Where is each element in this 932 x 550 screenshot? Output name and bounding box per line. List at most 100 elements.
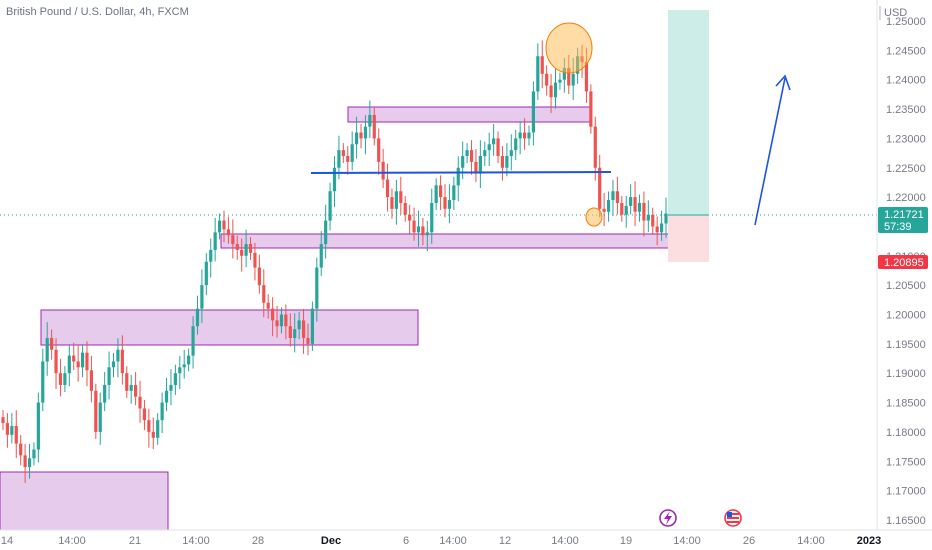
candle-body xyxy=(598,167,602,209)
candle-body xyxy=(452,185,456,201)
candle-body xyxy=(377,138,381,162)
forecast-arrow-head xyxy=(775,74,791,91)
candle-body xyxy=(120,349,124,374)
candle-body xyxy=(337,150,341,168)
candle-body xyxy=(10,426,14,435)
zone-box xyxy=(0,471,169,531)
candle-body xyxy=(469,150,474,162)
candle-body xyxy=(151,431,155,438)
candle-body xyxy=(359,132,363,139)
zone-box xyxy=(347,106,592,123)
candle-body xyxy=(257,267,261,286)
candle-body xyxy=(549,85,553,98)
supply-demand-zones xyxy=(0,106,671,531)
price-axis[interactable]: 1.25000 1.24500 1.24000 1.23500 1.23000 1.225… xyxy=(886,16,926,527)
price-tick-label: 1.25000 xyxy=(886,16,926,28)
candle-body xyxy=(244,244,248,256)
candle-body xyxy=(164,390,169,403)
candle-body xyxy=(408,214,412,221)
candle-body xyxy=(279,314,284,327)
price-tick-label: 1.17500 xyxy=(886,456,926,468)
candle-body xyxy=(655,226,659,233)
lightning-icon[interactable] xyxy=(659,509,677,527)
candle-body xyxy=(36,402,40,450)
candle-body xyxy=(412,220,416,233)
candle-body xyxy=(248,244,253,253)
price-tick-label: 1.23500 xyxy=(886,104,926,116)
candle-body xyxy=(514,138,518,151)
time-tick-label: 6 xyxy=(403,535,409,547)
candle-body xyxy=(209,249,213,262)
candle-body xyxy=(178,367,182,374)
highlight-circle-bottom xyxy=(585,207,603,227)
candle-body xyxy=(89,370,93,391)
candle-body xyxy=(191,326,195,356)
candle-body xyxy=(474,161,478,174)
candle-body xyxy=(45,337,49,362)
time-axis[interactable]: 14 14:00 21 14:00 28 Dec 6 14:00 12 14:00 19 14:00 2… xyxy=(1,535,881,547)
candle-body xyxy=(129,384,133,391)
time-tick-label: 14:00 xyxy=(551,535,579,547)
candle-body xyxy=(478,156,482,174)
price-tick-label: 1.24500 xyxy=(886,45,926,57)
candle-body xyxy=(94,390,98,432)
candle-body xyxy=(438,185,443,198)
candle-body xyxy=(297,320,301,330)
candle-body xyxy=(222,220,226,230)
candle-body xyxy=(403,202,407,215)
candle-body xyxy=(593,126,597,168)
candle-body xyxy=(399,191,403,203)
candle-body xyxy=(390,197,394,209)
candle-body xyxy=(584,62,589,92)
candle-body xyxy=(620,202,624,215)
candle-body xyxy=(646,214,650,221)
candle-body xyxy=(1,417,5,424)
price-tick-label: 1.23000 xyxy=(886,133,926,145)
candle-body xyxy=(14,426,18,444)
candle-body xyxy=(509,150,513,157)
candle-body xyxy=(350,144,354,162)
time-tick-label: 19 xyxy=(620,535,632,547)
time-tick-label: 12 xyxy=(499,535,511,547)
time-tick-label: 26 xyxy=(743,535,755,547)
candle-body xyxy=(262,285,266,303)
candle-body xyxy=(496,138,500,157)
price-tick-label: 1.24000 xyxy=(886,75,926,87)
drawings[interactable] xyxy=(0,22,877,227)
candle-body xyxy=(50,337,54,350)
time-tick-label: 14:00 xyxy=(58,535,86,547)
candle-body xyxy=(522,132,527,139)
candle-body xyxy=(275,320,279,327)
candle-body xyxy=(421,226,425,236)
candle-body xyxy=(142,408,147,421)
long-position-tool[interactable] xyxy=(668,10,709,262)
candle-body xyxy=(664,213,668,224)
candle-body xyxy=(293,329,297,338)
price-tick-label: 1.19000 xyxy=(886,368,926,380)
candle-body xyxy=(310,308,314,344)
candle-body xyxy=(651,214,655,227)
candle-body xyxy=(465,150,469,157)
symbol-title[interactable]: British Pound / U.S. Dollar, 4h, FXCM xyxy=(6,6,189,18)
time-tick-label: 14:00 xyxy=(439,535,467,547)
time-tick-label: 14 xyxy=(1,535,13,547)
trend-line xyxy=(310,171,612,174)
candle-body xyxy=(98,402,102,432)
candle-body xyxy=(363,126,368,139)
time-tick-label: 14:00 xyxy=(797,535,825,547)
candle-body xyxy=(160,402,164,421)
candle-body xyxy=(430,202,434,233)
candle-body xyxy=(253,252,257,268)
candle-body xyxy=(200,285,204,309)
price-tick-label: 1.20500 xyxy=(886,280,926,292)
candle-body xyxy=(385,179,390,198)
candle-body xyxy=(368,114,372,127)
us-flag-icon[interactable] xyxy=(724,509,742,527)
candle-body xyxy=(125,373,129,391)
candle-body xyxy=(204,261,208,286)
candle-body xyxy=(19,443,23,456)
candle-body xyxy=(169,384,173,391)
zone-box xyxy=(40,309,419,346)
